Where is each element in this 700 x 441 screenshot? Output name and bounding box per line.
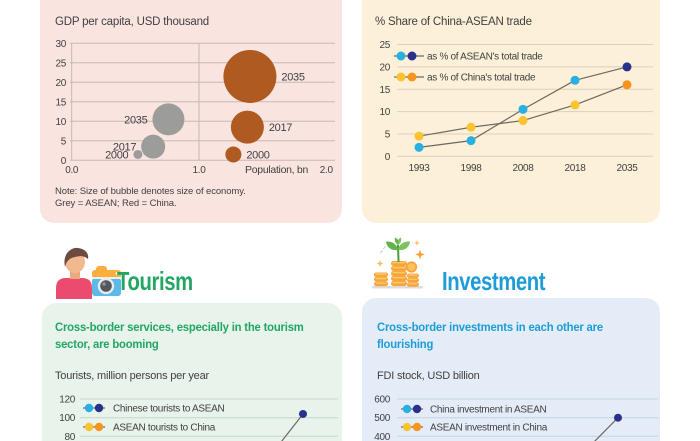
tourism-heading-line-2: sector, are booming (55, 337, 159, 351)
svg-text:5: 5 (385, 129, 391, 140)
svg-text:1993: 1993 (408, 163, 430, 174)
svg-text:0.0: 0.0 (65, 165, 79, 176)
tourist-person-icon (56, 247, 92, 299)
tourism-heading-line-1: Cross-border services, especially in the… (55, 320, 304, 334)
gdp-chart-title: GDP per capita, USD thousand (55, 16, 209, 28)
svg-text:ASEAN investment in China: ASEAN investment in China (430, 423, 548, 434)
svg-text:as % of ASEAN's total trade: as % of ASEAN's total trade (427, 52, 543, 63)
svg-text:25: 25 (55, 58, 66, 69)
svg-text:as % of China's total trade: as % of China's total trade (427, 73, 536, 84)
svg-text:15: 15 (379, 85, 390, 96)
svg-text:30: 30 (55, 39, 66, 50)
svg-text:2000: 2000 (246, 149, 269, 161)
trade-line-chart: 0 5 10 15 20 25 1993 1998 2008 2018 2035 as % of AS… (379, 40, 653, 174)
svg-text:ASEAN tourists to China: ASEAN tourists to China (113, 423, 216, 434)
investment-heading-line-1: Cross-border investments in each other a… (377, 320, 603, 334)
investment-chart-label: FDI stock, USD billion (377, 370, 480, 382)
svg-text:0: 0 (61, 156, 67, 167)
note-line-2: Grey = ASEAN; Red = China. (55, 198, 177, 209)
standing-coin-icon (405, 261, 418, 273)
svg-text:1998: 1998 (460, 163, 482, 174)
svg-text:10: 10 (379, 107, 390, 118)
investment-heading-line-2: flourishing (377, 337, 434, 351)
coin-stacks-icon (374, 261, 419, 287)
gdp-panel (40, 0, 342, 223)
svg-text:20: 20 (55, 78, 66, 89)
plant-sprout-icon (386, 237, 410, 263)
svg-text:2000: 2000 (105, 149, 128, 161)
trade-chart-title: % Share of China-ASEAN trade (375, 16, 532, 28)
svg-text:15: 15 (55, 97, 66, 108)
svg-text:2035: 2035 (616, 163, 638, 174)
svg-text:2018: 2018 (564, 163, 586, 174)
camera-icon (92, 266, 121, 296)
svg-text:120: 120 (59, 395, 76, 406)
svg-text:1.0: 1.0 (192, 165, 206, 176)
svg-text:2035: 2035 (124, 114, 147, 126)
svg-text:10: 10 (55, 117, 66, 128)
note-line-1: Note: Size of bubble denotes size of eco… (55, 186, 246, 197)
tourism-heading: Cross-border services, especially in the… (55, 319, 304, 353)
svg-text:Population, bn: Population, bn (245, 164, 308, 176)
tourism-section-title: Tourism (117, 266, 193, 296)
svg-text:80: 80 (64, 432, 75, 441)
sparkle-icons (376, 240, 425, 267)
svg-text:2.0: 2.0 (320, 165, 334, 176)
svg-text:600: 600 (374, 395, 391, 406)
svg-text:100: 100 (59, 413, 76, 424)
investment-section-title: Investment (442, 266, 546, 296)
tourism-line-chart: 120 100 80 Chinese tourists to ASEAN ASEAN t… (59, 395, 338, 441)
svg-text:Chinese tourists to ASEAN: Chinese tourists to ASEAN (113, 404, 225, 415)
svg-text:25: 25 (379, 40, 390, 51)
svg-text:20: 20 (379, 62, 390, 73)
svg-text:2035: 2035 (281, 71, 304, 83)
svg-text:0: 0 (385, 152, 391, 163)
investment-panel (362, 298, 660, 441)
investment-heading: Cross-border investments in each other a… (377, 319, 603, 353)
investment-line-chart: 600 500 400 China investment in ASEAN ASEAN … (374, 395, 658, 441)
svg-text:500: 500 (374, 413, 391, 424)
investment-icon (372, 237, 425, 289)
svg-text:5: 5 (61, 136, 67, 147)
svg-text:2008: 2008 (512, 163, 534, 174)
svg-text:2017: 2017 (113, 142, 136, 154)
tourism-chart-label: Tourists, million persons per year (55, 370, 209, 382)
gdp-chart-note: Note: Size of bubble denotes size of eco… (55, 186, 246, 210)
tourism-icon (56, 247, 121, 299)
svg-text:2017: 2017 (269, 122, 292, 134)
svg-text:400: 400 (374, 432, 391, 441)
svg-text:China investment in ASEAN: China investment in ASEAN (430, 405, 547, 416)
